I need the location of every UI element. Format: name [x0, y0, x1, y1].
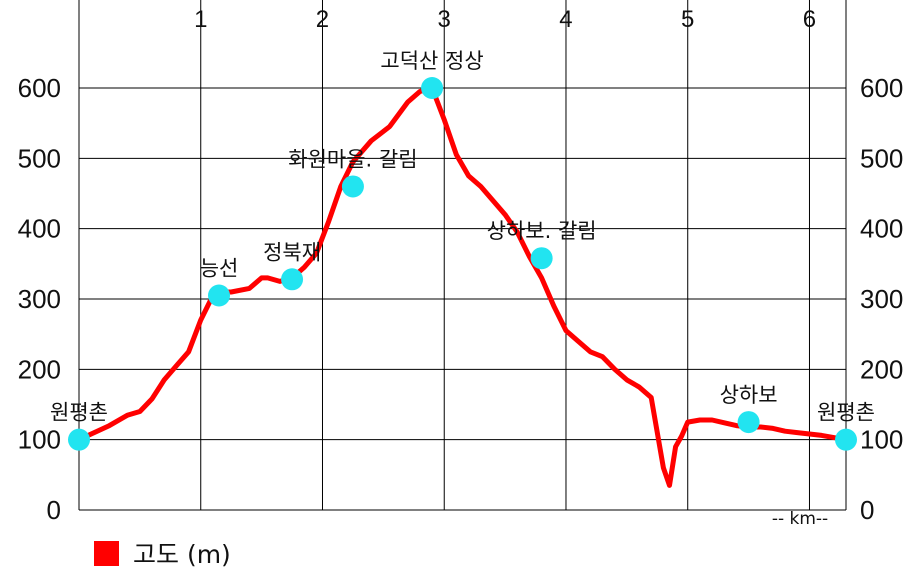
- waypoint-label: 고덕산 정상: [380, 49, 483, 73]
- y-tick-label-right: 400: [860, 214, 903, 244]
- waypoint-marker: [341, 175, 364, 198]
- x-tick-label: 3: [438, 6, 451, 33]
- y-tick-label-left: 100: [18, 425, 61, 455]
- y-tick-label-left: 500: [18, 143, 61, 173]
- series-layer: [76, 85, 849, 488]
- x-tick-label: 2: [316, 6, 329, 33]
- x-tick-label: 1: [194, 6, 207, 33]
- waypoint-label: 정북재: [263, 240, 321, 264]
- y-axis-right: 0 100 200 300 400 500 600: [860, 73, 903, 525]
- waypoint-layer: [68, 77, 857, 451]
- y-tick-label-right: 0: [860, 495, 874, 525]
- plot-frame: [78, 0, 847, 511]
- waypoint-label: 화원마을. 갈림: [288, 147, 417, 171]
- waypoint-marker: [835, 428, 857, 451]
- legend-swatch: [94, 540, 119, 566]
- y-tick-label-left: 200: [18, 354, 61, 384]
- waypoint-marker: [68, 428, 90, 451]
- waypoint-label: 상하보: [720, 383, 778, 407]
- y-tick-label-right: 100: [860, 425, 903, 455]
- elevation-line: [76, 85, 849, 488]
- y-axis-left: 0 100 200 300 400 500 600: [18, 73, 61, 525]
- y-tick-label-left: 0: [47, 495, 61, 525]
- y-tick-label-right: 500: [860, 143, 903, 173]
- y-tick-label-right: 200: [860, 354, 903, 384]
- x-tick-label: 5: [681, 6, 694, 33]
- waypoint-label: 원평촌: [50, 401, 108, 425]
- grid-lines: [79, 0, 846, 510]
- y-tick-label-right: 300: [860, 284, 903, 314]
- waypoint-marker: [421, 77, 444, 99]
- y-tick-label-left: 600: [18, 73, 61, 103]
- x-axis: 1 2 3 4 5 6: [194, 6, 816, 33]
- x-unit-label: -- km--: [772, 509, 828, 529]
- x-tick-label: 6: [803, 6, 816, 33]
- waypoint-marker: [737, 411, 760, 434]
- waypoint-label: 상하보. 갈림: [487, 219, 597, 243]
- legend-label: 고도 (m): [133, 540, 231, 569]
- waypoint-marker: [208, 284, 231, 307]
- waypoint-marker: [281, 268, 304, 291]
- y-tick-label-left: 400: [18, 214, 61, 244]
- waypoint-marker: [530, 247, 553, 270]
- waypoint-label: 원평촌: [817, 401, 875, 425]
- legend: 고도 (m): [94, 536, 231, 570]
- y-tick-label-left: 300: [18, 284, 61, 314]
- x-tick-label: 4: [559, 6, 572, 33]
- waypoint-label: 능선: [200, 256, 239, 280]
- y-tick-label-right: 600: [860, 73, 903, 103]
